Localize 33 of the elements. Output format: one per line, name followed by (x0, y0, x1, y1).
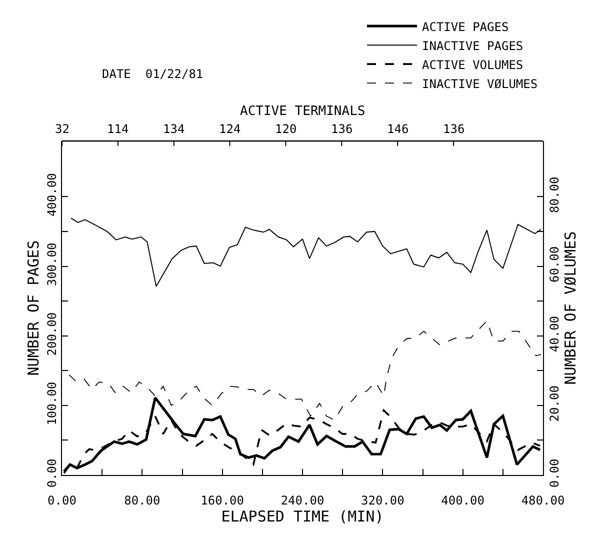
text: 32 (55, 122, 70, 136)
legend-label: ACTIVE VOLUMES (422, 58, 524, 72)
text: 124 (219, 122, 241, 136)
legend-label: ACTIVE PAGES (422, 20, 509, 34)
text: ACTIVE TERMINALS (240, 104, 366, 119)
x-axis-title: ELAPSED TIME (MIN) (221, 508, 384, 526)
y-tick-label: 200.00 (45, 312, 59, 356)
y-axis-title: NUMBER OF PAGES (24, 240, 42, 376)
text: 120 (275, 122, 297, 136)
y-tick-label: 100.00 (45, 382, 59, 426)
x-tick-label: 160.00 (200, 494, 244, 508)
y2-tick-label: 20.00 (548, 386, 562, 422)
text: 114 (107, 122, 129, 136)
text: DATE 01/22/81 (102, 67, 204, 81)
legend-label: INACTIVE VØLUMES (422, 76, 538, 91)
x-tick-label: 320.00 (360, 494, 404, 508)
y-tick-label: 300.00 (45, 242, 59, 286)
y-tick-label: 0.00 (45, 458, 59, 488)
x-tick-label: 400.00 (441, 494, 485, 508)
y2-tick-label: 40.00 (548, 316, 562, 352)
x-tick-label: 80.00 (124, 494, 160, 508)
y2-tick-label: 80.00 (548, 176, 562, 213)
text: 134 (163, 122, 185, 136)
text: 136 (331, 122, 353, 136)
text: 146 (387, 122, 409, 136)
y2-tick-label: 60.00 (548, 246, 562, 283)
legend-label: INACTIVE PAGES (422, 38, 524, 53)
y2-axis-title: NUMBER OF VØLUMES (562, 231, 580, 385)
text: 136 (443, 122, 465, 136)
x-tick-label: 240.00 (280, 494, 324, 508)
y2-tick-label: 0.00 (548, 458, 562, 488)
x-tick-label: 480.00 (521, 494, 565, 508)
y-tick-label: 400.00 (45, 173, 59, 217)
